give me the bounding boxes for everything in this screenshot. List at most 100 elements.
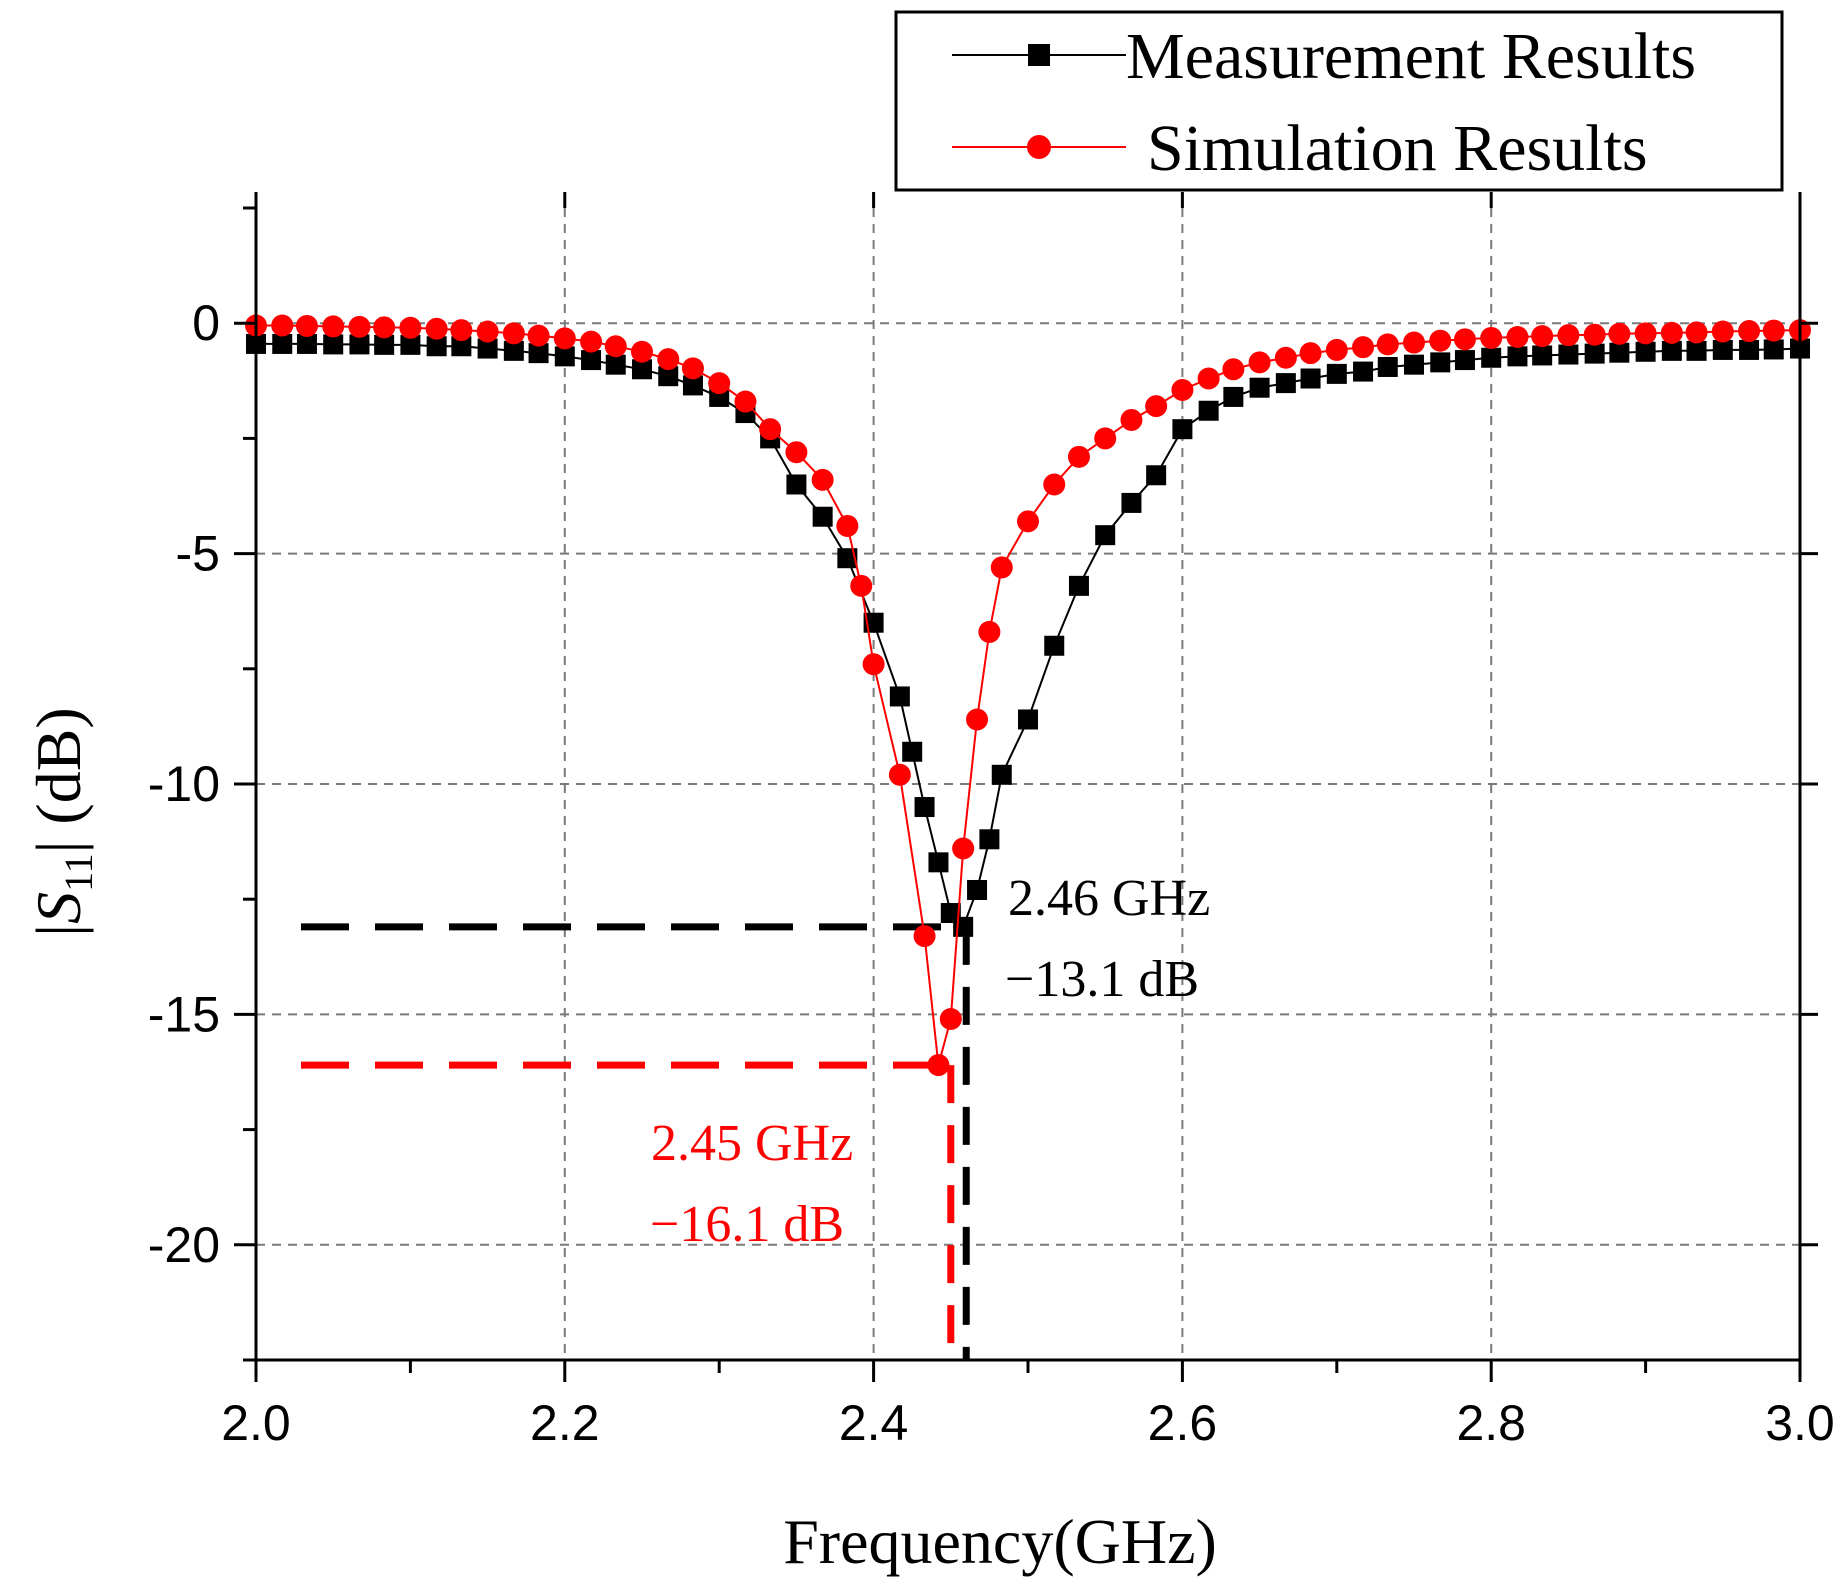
legend-meas-label: Measurement Results	[1126, 20, 1696, 93]
meas-data-point	[477, 338, 498, 359]
sim-data-point	[476, 320, 499, 343]
meas-data-point	[837, 548, 858, 569]
meas-data-point	[426, 336, 447, 357]
legend-box	[894, 10, 1784, 192]
annotation-sim-db: −16.1 dB	[650, 1196, 844, 1253]
sim-data-point	[1685, 321, 1708, 344]
sim-data-point	[1120, 408, 1143, 431]
sim-data-point	[990, 556, 1013, 579]
y-tick-label: -15	[148, 986, 220, 1042]
sim-data-point	[1222, 358, 1245, 381]
sim-data-point	[1453, 328, 1476, 351]
sim-data-point	[295, 314, 318, 337]
sim-data-point	[1171, 379, 1194, 402]
meas-data-point	[1172, 419, 1193, 440]
y-axis-title: |S11| (dB)	[23, 707, 101, 936]
sim-data-point	[1197, 367, 1220, 390]
meas-data-point	[1430, 352, 1451, 373]
sim-data-point	[862, 653, 885, 676]
annotation-meas-freq: 2.46 GHz	[1008, 870, 1210, 927]
sim-data-point	[1017, 510, 1039, 533]
sim-data-point	[580, 330, 603, 353]
meas-data-point	[1018, 709, 1038, 730]
sim-data-point	[1299, 342, 1322, 365]
meas-series-line	[256, 342, 1801, 929]
sim-data-point	[322, 315, 345, 338]
y-tick-label: -10	[148, 756, 220, 812]
sim-data-point	[708, 372, 731, 395]
x-tick-label: 3.0	[1765, 1395, 1835, 1451]
x-tick-label: 2.0	[221, 1395, 291, 1451]
y-axis-title-suffix: | (dB)	[23, 707, 94, 853]
meas-data-point	[1068, 575, 1089, 596]
meas-data-point	[1326, 363, 1347, 384]
sim-data-point	[1557, 324, 1580, 347]
meas-data-point	[1454, 350, 1475, 371]
sim-data-point	[1480, 326, 1503, 349]
meas-data-point	[1661, 340, 1682, 361]
meas-data-point	[451, 336, 472, 357]
sim-data-point	[734, 390, 757, 413]
sim-data-point	[1094, 427, 1117, 450]
meas-data-point	[323, 334, 344, 355]
sim-data-point	[1738, 320, 1761, 343]
meas-data-point	[632, 359, 652, 380]
meas-data-point	[581, 350, 602, 371]
axes: 2.0 2.2 2.4 2.6 2.8 3.0 0 -5 -10 -15 -20	[148, 192, 1835, 1451]
sim-data-point	[348, 315, 371, 338]
sim-data-point	[1711, 320, 1734, 343]
reference-lines	[301, 923, 970, 1360]
x-tick-label: 2.8	[1456, 1395, 1526, 1451]
sim-data-point	[425, 317, 448, 340]
meas-data-point	[1249, 377, 1270, 398]
sim-data-point	[1376, 333, 1399, 356]
sim-data-point	[553, 327, 576, 350]
legend: Measurement Results Simulation Results	[894, 10, 1784, 192]
legend-meas-marker	[1028, 44, 1050, 66]
sim-data-point	[952, 837, 975, 860]
x-tick-label: 2.4	[839, 1395, 909, 1451]
meas-data-point	[605, 354, 626, 375]
meas-data-point	[1377, 356, 1398, 377]
y-tick-label: -5	[176, 526, 220, 582]
meas-data-point	[1481, 347, 1502, 368]
meas-data-point	[554, 346, 575, 367]
meas-data-point	[503, 340, 524, 361]
legend-sim-label: Simulation Results	[1147, 112, 1648, 185]
sim-data-point	[1608, 322, 1631, 345]
x-tick-label: 2.2	[530, 1395, 600, 1451]
grid	[256, 208, 1800, 1360]
sim-data-point	[1352, 336, 1375, 359]
meas-data-point	[914, 797, 935, 818]
sim-data-point	[913, 925, 936, 948]
sim-data-point	[811, 468, 834, 491]
meas-data-point	[528, 343, 549, 364]
meas-data-point	[979, 829, 1000, 850]
meas-data-point	[812, 506, 833, 527]
sim-data-point	[759, 418, 782, 441]
meas-data-point	[1584, 343, 1605, 364]
sim-data-point	[966, 708, 989, 731]
sim-data-point	[1634, 322, 1657, 345]
meas-data-point	[1146, 465, 1167, 486]
sim-data-point	[1531, 325, 1554, 348]
sim-data-point	[1660, 321, 1683, 344]
meas-data-point	[1739, 339, 1760, 360]
meas-data-point	[1044, 635, 1065, 656]
sim-data-point	[836, 514, 859, 537]
meas-data-point	[1635, 341, 1656, 362]
sim-data-point	[1043, 473, 1066, 496]
meas-data-point	[928, 852, 949, 873]
annotation-sim-freq: 2.45 GHz	[651, 1115, 853, 1172]
y-axis-title-prefix: |	[23, 924, 94, 937]
meas-data-point	[902, 741, 923, 762]
y-axis-title-subscript: 11	[56, 853, 101, 892]
sim-data-point	[785, 441, 808, 464]
sim-data-point	[657, 348, 680, 371]
meas-data-point	[967, 879, 988, 900]
sim-data-point	[978, 620, 1001, 643]
sim-data-point	[1274, 346, 1297, 369]
meas-data-point	[786, 474, 807, 495]
sim-data-point	[1325, 338, 1348, 361]
